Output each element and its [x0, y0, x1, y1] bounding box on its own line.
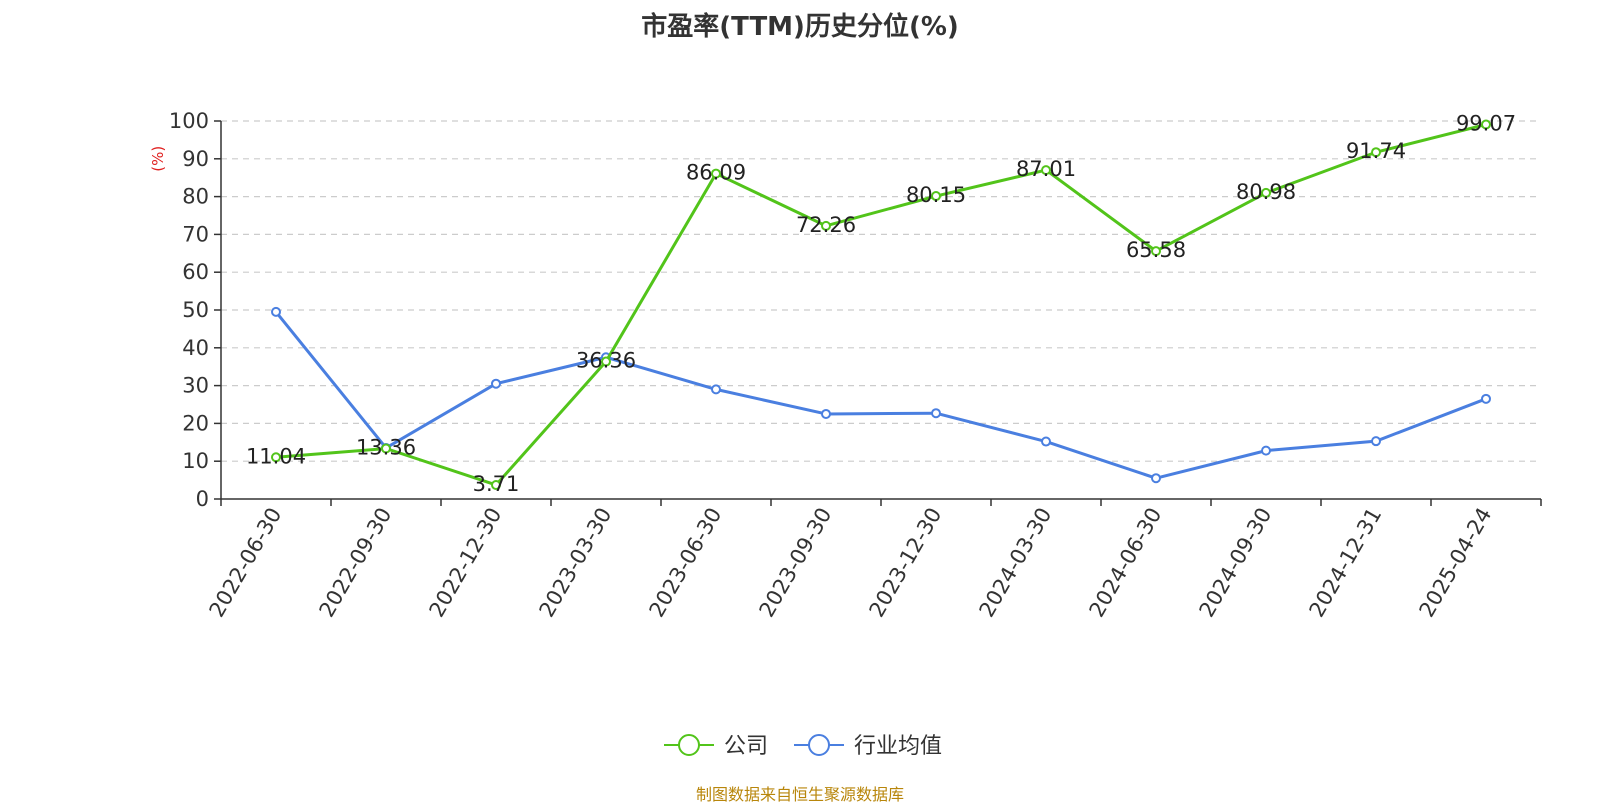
data-point[interactable]: [1261, 445, 1271, 456]
x-tick-label: 2023-12-30: [865, 504, 947, 622]
data-point[interactable]: [931, 408, 941, 419]
x-tick-label: 2023-09-30: [755, 504, 837, 622]
data-point[interactable]: [711, 168, 721, 179]
y-tick-label: 50: [182, 298, 209, 322]
y-tick-label: 80: [182, 185, 209, 209]
x-tick-label: 2023-03-30: [535, 504, 617, 622]
x-tick-label: 2022-09-30: [315, 504, 397, 622]
x-tick-label: 2025-04-24: [1415, 504, 1497, 622]
legend-label[interactable]: 行业均值: [854, 734, 942, 759]
data-label: 80.98: [1236, 180, 1296, 204]
legend-marker[interactable]: [808, 734, 830, 756]
chart-title: 市盈率(TTM)历史分位(%): [641, 12, 959, 42]
data-point[interactable]: [491, 378, 501, 389]
legend: 公司 行业均值: [664, 734, 942, 759]
y-tick-label: 20: [182, 411, 209, 435]
data-label: 72.26: [796, 213, 856, 237]
data-point[interactable]: [1151, 246, 1161, 257]
y-tick-label: 30: [182, 374, 209, 398]
y-tick-label: 90: [182, 147, 209, 171]
data-point[interactable]: [1481, 393, 1491, 404]
data-label: 91.74: [1346, 139, 1406, 163]
data-point[interactable]: [1041, 436, 1051, 447]
data-point[interactable]: [711, 384, 721, 395]
data-label: 13.36: [356, 435, 416, 459]
x-axis: 2022-06-30 2022-09-30 2022-12-30 2023-03-30…: [205, 498, 1542, 622]
data-point[interactable]: [1481, 119, 1491, 130]
series-lines: [271, 119, 1491, 490]
data-label: 36.36: [576, 349, 636, 373]
y-tick-label: 100: [169, 109, 209, 133]
data-point[interactable]: [271, 306, 281, 317]
x-tick-label: 2024-06-30: [1085, 504, 1167, 622]
data-label: 80.15: [906, 183, 966, 207]
data-point[interactable]: [1371, 436, 1381, 447]
data-point[interactable]: [821, 408, 831, 419]
data-point[interactable]: [491, 479, 501, 490]
data-point[interactable]: [1261, 187, 1271, 198]
data-source-note: 制图数据来自恒生聚源数据库: [695, 785, 904, 804]
y-tick-label: 70: [182, 222, 209, 246]
x-tick-label: 2022-12-30: [425, 504, 507, 622]
gridlines: [221, 120, 1541, 462]
y-tick-label: 0: [196, 487, 209, 511]
data-point[interactable]: [601, 356, 611, 367]
legend-label[interactable]: 公司: [724, 734, 768, 759]
data-label: 65.58: [1126, 238, 1186, 262]
data-point[interactable]: [381, 443, 391, 454]
y-tick-label: 10: [182, 449, 209, 473]
data-point[interactable]: [821, 220, 831, 231]
x-tick-label: 2024-09-30: [1195, 504, 1277, 622]
data-labels: 11.04 13.36 3.71 36.36 86.09 72.26 80.15 87.01 6…: [246, 112, 1516, 496]
x-tick-label: 2024-12-31: [1305, 504, 1387, 622]
data-point[interactable]: [1041, 165, 1051, 176]
data-point[interactable]: [271, 452, 281, 463]
x-tick-label: 2024-03-30: [975, 504, 1057, 622]
data-point[interactable]: [1371, 147, 1381, 158]
data-label: 3.71: [473, 472, 520, 496]
data-label: 11.04: [246, 444, 306, 468]
legend-marker[interactable]: [678, 734, 700, 756]
data-point[interactable]: [1151, 473, 1161, 484]
y-axis: 0 10 20 30 40 50 60 70 80 90 100(%): [149, 109, 222, 511]
y-tick-label: 60: [182, 260, 209, 284]
x-tick-label: 2022-06-30: [205, 504, 287, 622]
y-tick-label: 40: [182, 336, 209, 360]
data-label: 86.09: [686, 161, 746, 185]
data-point[interactable]: [931, 191, 941, 202]
x-tick-label: 2023-06-30: [645, 504, 727, 622]
data-label: 87.01: [1016, 157, 1076, 181]
series-line: [274, 310, 1487, 480]
y-axis-label: (%): [149, 146, 167, 172]
data-label: 99.07: [1456, 112, 1516, 136]
series-line: [275, 123, 1487, 487]
